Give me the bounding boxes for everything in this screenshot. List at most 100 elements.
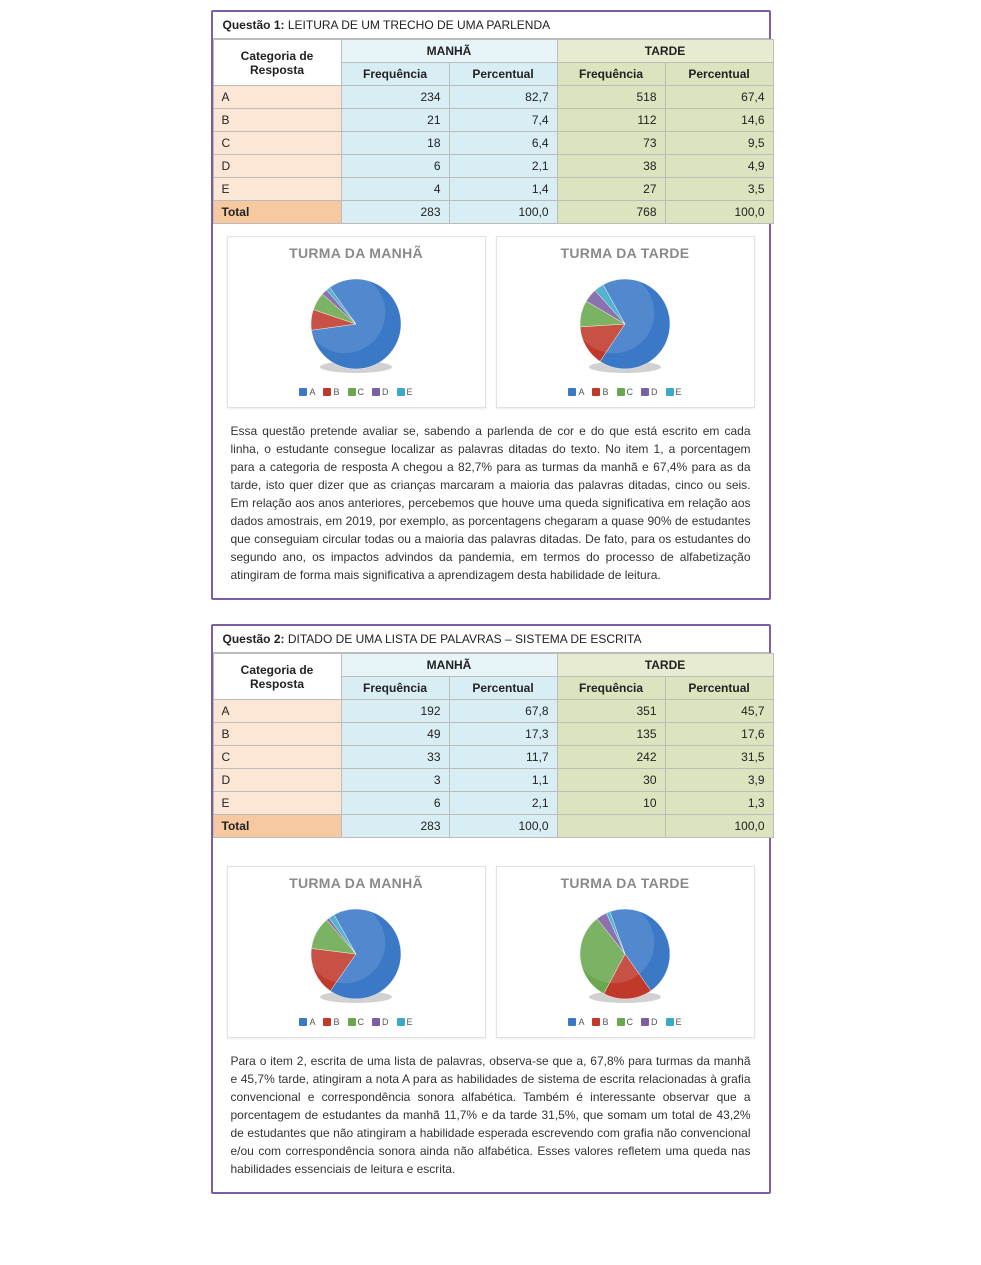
cell-manha-pct: 2,1 <box>449 155 557 178</box>
cell-tarde-pct: 1,3 <box>665 792 773 815</box>
chart-q2-manha-title: TURMA DA MANHÃ <box>232 875 481 891</box>
col-header-tarde: TARDE <box>557 654 773 677</box>
cell-tarde-freq: 73 <box>557 132 665 155</box>
cell-manha-freq: 21 <box>341 109 449 132</box>
total-tarde-freq <box>557 815 665 838</box>
col-header-freq-manha: Frequência <box>341 63 449 86</box>
col-header-categoria: Categoria de Resposta <box>213 654 341 700</box>
cell-tarde-freq: 112 <box>557 109 665 132</box>
question-2-title: Questão 2: DITADO DE UMA LISTA DE PALAVR… <box>213 626 769 653</box>
col-header-freq-manha: Frequência <box>341 677 449 700</box>
cell-tarde-freq: 27 <box>557 178 665 201</box>
cell-category: A <box>213 86 341 109</box>
cell-category: B <box>213 723 341 746</box>
col-header-pct-manha: Percentual <box>449 677 557 700</box>
cell-manha-pct: 1,4 <box>449 178 557 201</box>
table-row: C 33 11,7 242 31,5 <box>213 746 773 769</box>
cell-category: E <box>213 178 341 201</box>
col-header-freq-tarde: Frequência <box>557 63 665 86</box>
chart-q2-tarde: TURMA DA TARDE ABCDE <box>496 866 755 1038</box>
cell-category: E <box>213 792 341 815</box>
chart-q2-tarde-title: TURMA DA TARDE <box>501 875 750 891</box>
col-header-tarde: TARDE <box>557 40 773 63</box>
cell-tarde-pct: 17,6 <box>665 723 773 746</box>
pie-q1-manha <box>301 269 411 379</box>
pie-q2-tarde <box>570 899 680 1009</box>
question-2-panel: Questão 2: DITADO DE UMA LISTA DE PALAVR… <box>211 624 771 1194</box>
total-row: Total 283 100,0 768 100,0 <box>213 201 773 224</box>
cell-manha-freq: 6 <box>341 792 449 815</box>
cell-tarde-freq: 351 <box>557 700 665 723</box>
chart-q1-manha: TURMA DA MANHÃ ABCDE <box>227 236 486 408</box>
total-manha-pct: 100,0 <box>449 815 557 838</box>
table-row: E 6 2,1 10 1,3 <box>213 792 773 815</box>
total-manha-freq: 283 <box>341 201 449 224</box>
total-row: Total 283 100,0 100,0 <box>213 815 773 838</box>
cell-manha-freq: 6 <box>341 155 449 178</box>
question-1-table: Categoria de Resposta MANHÃ TARDE Frequê… <box>213 39 774 224</box>
table-row: A 192 67,8 351 45,7 <box>213 700 773 723</box>
legend-q1-manha: ABCDE <box>232 387 481 397</box>
cell-tarde-pct: 9,5 <box>665 132 773 155</box>
cell-category: D <box>213 155 341 178</box>
cell-manha-pct: 6,4 <box>449 132 557 155</box>
cell-tarde-pct: 4,9 <box>665 155 773 178</box>
question-1-paragraph: Essa questão pretende avaliar se, sabend… <box>213 414 769 598</box>
cell-manha-pct: 2,1 <box>449 792 557 815</box>
cell-manha-freq: 18 <box>341 132 449 155</box>
total-tarde-pct: 100,0 <box>665 201 773 224</box>
chart-q1-tarde-title: TURMA DA TARDE <box>501 245 750 261</box>
col-header-freq-tarde: Frequência <box>557 677 665 700</box>
cell-tarde-freq: 30 <box>557 769 665 792</box>
total-manha-pct: 100,0 <box>449 201 557 224</box>
cell-tarde-pct: 31,5 <box>665 746 773 769</box>
col-header-categoria: Categoria de Resposta <box>213 40 341 86</box>
cell-manha-pct: 82,7 <box>449 86 557 109</box>
question-2-charts: TURMA DA MANHÃ ABCDE TURMA DA TARDE ABCD… <box>213 838 769 1044</box>
cell-tarde-freq: 518 <box>557 86 665 109</box>
cell-tarde-pct: 3,5 <box>665 178 773 201</box>
cell-category: D <box>213 769 341 792</box>
cell-manha-pct: 67,8 <box>449 700 557 723</box>
col-header-pct-tarde: Percentual <box>665 63 773 86</box>
table-row: B 21 7,4 112 14,6 <box>213 109 773 132</box>
question-2-title-rest: DITADO DE UMA LISTA DE PALAVRAS – SISTEM… <box>285 632 642 646</box>
cell-manha-pct: 1,1 <box>449 769 557 792</box>
cell-tarde-pct: 45,7 <box>665 700 773 723</box>
cell-manha-freq: 49 <box>341 723 449 746</box>
table-row: A 234 82,7 518 67,4 <box>213 86 773 109</box>
col-header-manha: MANHÃ <box>341 40 557 63</box>
table-row: C 18 6,4 73 9,5 <box>213 132 773 155</box>
total-label: Total <box>213 815 341 838</box>
cell-manha-freq: 192 <box>341 700 449 723</box>
cell-tarde-freq: 10 <box>557 792 665 815</box>
table-row: D 6 2,1 38 4,9 <box>213 155 773 178</box>
cell-manha-freq: 33 <box>341 746 449 769</box>
total-manha-freq: 283 <box>341 815 449 838</box>
chart-q1-tarde: TURMA DA TARDE ABCDE <box>496 236 755 408</box>
question-1-charts: TURMA DA MANHÃ ABCDE TURMA DA TARDE ABCD… <box>213 224 769 414</box>
chart-q2-manha: TURMA DA MANHÃ ABCDE <box>227 866 486 1038</box>
cell-tarde-pct: 3,9 <box>665 769 773 792</box>
question-1-title: Questão 1: LEITURA DE UM TRECHO DE UMA P… <box>213 12 769 39</box>
cell-manha-pct: 7,4 <box>449 109 557 132</box>
cell-category: C <box>213 746 341 769</box>
chart-q1-manha-title: TURMA DA MANHÃ <box>232 245 481 261</box>
total-tarde-pct: 100,0 <box>665 815 773 838</box>
legend-q1-tarde: ABCDE <box>501 387 750 397</box>
col-header-pct-manha: Percentual <box>449 63 557 86</box>
question-2-paragraph: Para o item 2, escrita de uma lista de p… <box>213 1044 769 1192</box>
cell-tarde-pct: 14,6 <box>665 109 773 132</box>
total-tarde-freq: 768 <box>557 201 665 224</box>
cell-manha-freq: 234 <box>341 86 449 109</box>
cell-manha-freq: 3 <box>341 769 449 792</box>
table-row: B 49 17,3 135 17,6 <box>213 723 773 746</box>
cell-tarde-pct: 67,4 <box>665 86 773 109</box>
cell-manha-pct: 17,3 <box>449 723 557 746</box>
pie-q1-tarde <box>570 269 680 379</box>
cell-category: A <box>213 700 341 723</box>
cell-tarde-freq: 38 <box>557 155 665 178</box>
cell-category: B <box>213 109 341 132</box>
col-header-manha: MANHÃ <box>341 654 557 677</box>
cell-category: C <box>213 132 341 155</box>
